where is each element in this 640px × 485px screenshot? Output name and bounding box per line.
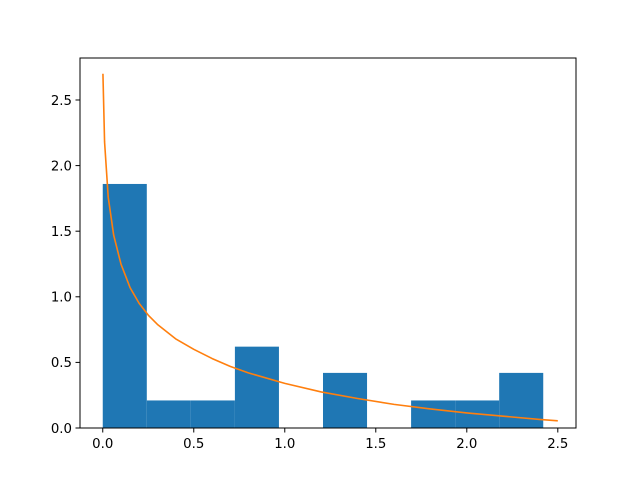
density-curve-layer <box>102 73 558 422</box>
y-tick-label: 2.5 <box>51 94 72 109</box>
histogram-bar <box>190 400 235 428</box>
histogram-bar <box>234 346 279 428</box>
plot-frame <box>79 57 577 429</box>
histogram-bar <box>146 400 191 428</box>
histogram-bar <box>411 400 456 428</box>
x-tick-label: 0.0 <box>92 437 113 452</box>
y-tick-label: 1.0 <box>51 291 72 306</box>
x-tick-label: 1.5 <box>365 437 386 452</box>
histogram-bar <box>322 372 368 428</box>
x-axis-ticks: 0.0 0.5 1.0 1.5 2.0 2.5 <box>92 428 568 452</box>
y-tick-label: 0.0 <box>51 422 72 437</box>
y-tick-label: 1.5 <box>51 225 72 240</box>
x-tick-label: 0.5 <box>183 437 204 452</box>
density-curve-line <box>102 73 558 422</box>
x-tick-label: 1.0 <box>274 437 295 452</box>
histogram-bars <box>102 183 544 428</box>
y-axis-ticks: 0.0 0.5 1.0 1.5 2.0 2.5 <box>51 94 80 437</box>
y-tick-label: 2.0 <box>51 159 72 174</box>
histogram-bar <box>102 183 147 428</box>
y-tick-label: 0.5 <box>51 356 72 371</box>
x-tick-label: 2.0 <box>456 437 477 452</box>
x-tick-label: 2.5 <box>547 437 568 452</box>
